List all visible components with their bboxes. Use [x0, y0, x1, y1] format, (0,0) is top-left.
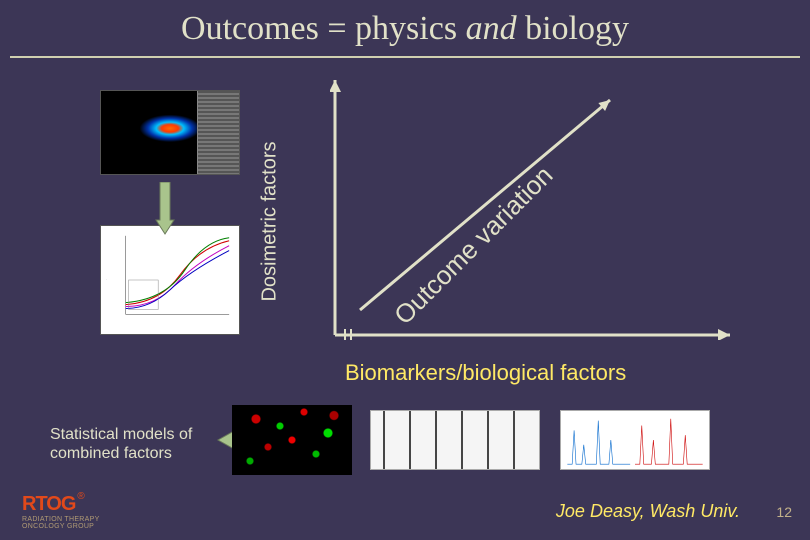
x-axis-label: Biomarkers/biological factors — [345, 360, 626, 386]
western-blot-thumbnail — [370, 410, 540, 470]
gel-array-image — [232, 405, 352, 475]
stat-model-line1: Statistical models of — [50, 425, 192, 444]
logo-registered-icon: ® — [77, 491, 84, 502]
logo-text: RTOG — [22, 493, 75, 516]
western-blot-image — [371, 411, 539, 469]
y-axis-label: Dosimetric factors — [259, 141, 282, 301]
stat-model-line2: combined factors — [50, 444, 192, 463]
ct-scan-image — [101, 91, 239, 174]
logo-main: RTOG ® — [22, 493, 100, 516]
chromatogram-image — [561, 411, 709, 469]
slide-number: 12 — [776, 504, 792, 520]
down-arrow-icon — [146, 182, 184, 236]
dvh-plot-image: . — [101, 226, 239, 334]
dvh-plot-thumbnail: . — [100, 225, 240, 335]
slide-title: Outcomes = physics and biology — [181, 10, 629, 48]
logo-subtitle-2: ONCOLOGY GROUP — [22, 523, 100, 530]
title-underline — [10, 56, 800, 58]
rtog-logo: RTOG ® RADIATION THERAPY ONCOLOGY GROUP — [22, 493, 100, 530]
chromatogram-thumbnail — [560, 410, 710, 470]
attribution: Joe Deasy, Wash Univ. — [556, 501, 740, 522]
ct-scan-thumbnail — [100, 90, 240, 175]
stat-model-label: Statistical models of combined factors — [50, 425, 192, 463]
gel-array-thumbnail — [232, 405, 352, 475]
slide: Outcomes = physics and biology . — [0, 0, 810, 540]
title-bar: Outcomes = physics and biology — [0, 0, 810, 58]
logo-subtitle-1: RADIATION THERAPY — [22, 516, 100, 523]
